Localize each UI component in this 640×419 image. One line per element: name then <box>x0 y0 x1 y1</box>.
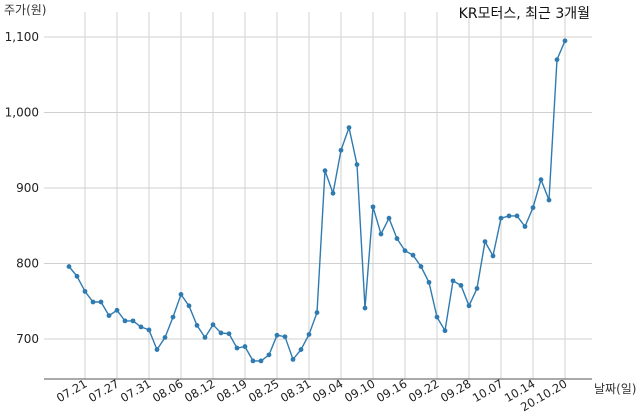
data-point <box>338 147 344 153</box>
data-point <box>562 38 568 44</box>
x-tick-label: 10.07 <box>470 376 506 405</box>
data-point <box>490 253 496 259</box>
y-tick-label: 1,000 <box>5 106 39 120</box>
data-point <box>482 239 488 245</box>
x-tick-label: 08.31 <box>278 376 314 405</box>
data-point <box>410 252 416 258</box>
x-tick-label: 09.10 <box>342 376 378 405</box>
data-point <box>298 347 304 352</box>
data-point <box>442 328 448 334</box>
data-point <box>178 292 184 297</box>
data-point <box>466 303 472 309</box>
data-point <box>74 273 80 279</box>
data-point <box>314 310 320 315</box>
data-point <box>290 356 296 362</box>
data-point <box>402 248 408 254</box>
data-point <box>450 278 456 284</box>
data-point <box>170 314 176 320</box>
data-point <box>90 299 96 305</box>
chart-title: KR모터스, 최근 3개월 <box>459 6 590 22</box>
x-tick-label: 09.16 <box>374 376 410 405</box>
data-point <box>130 318 136 324</box>
data-point <box>394 236 400 241</box>
data-point <box>538 177 544 183</box>
x-tick-label: 07.21 <box>54 376 90 405</box>
x-tick-labels: 07.2107.2707.3108.0608.1208.1908.2508.31… <box>54 376 570 414</box>
x-tick-label: 07.27 <box>86 376 122 405</box>
data-point <box>226 331 232 337</box>
data-point <box>354 162 360 167</box>
data-point <box>514 213 520 219</box>
grid <box>44 12 592 379</box>
x-tick-label: 09.04 <box>310 376 346 405</box>
data-point <box>194 323 200 328</box>
data-point <box>250 358 256 364</box>
data-point <box>546 197 552 203</box>
data-point <box>82 289 88 294</box>
data-point <box>202 335 208 340</box>
data-point <box>474 286 480 291</box>
data-point <box>154 347 160 352</box>
data-point <box>106 313 112 318</box>
data-point <box>162 335 168 340</box>
y-tick-label: 1,100 <box>5 30 39 44</box>
data-point <box>322 168 328 174</box>
data-point <box>434 314 440 320</box>
x-tick-label: 08.06 <box>150 376 186 405</box>
data-point <box>426 279 432 285</box>
x-tick-label: 09.22 <box>406 376 442 405</box>
y-tick-label: 900 <box>16 181 39 195</box>
data-point <box>418 264 424 269</box>
y-axis-label: 주가(원) <box>4 3 46 17</box>
data-point <box>330 190 336 196</box>
x-tick-label: 09.28 <box>438 376 474 405</box>
data-point <box>458 282 464 288</box>
y-tick-labels: 700 800 900 1,000 1,100 <box>5 30 39 346</box>
data-point <box>146 327 152 333</box>
data-point <box>138 324 144 330</box>
data-point <box>114 307 120 313</box>
data-point <box>378 231 384 237</box>
data-point <box>266 352 272 358</box>
data-point <box>530 205 536 211</box>
data-point <box>218 330 224 336</box>
data-point <box>370 204 376 210</box>
points-layer <box>66 38 568 364</box>
x-tick-label: 07.31 <box>118 376 154 405</box>
data-point <box>122 318 128 324</box>
x-tick-label: 08.19 <box>214 376 250 405</box>
x-axis-label: 날짜(일) <box>594 382 636 396</box>
data-point <box>346 125 352 130</box>
data-point <box>242 344 248 349</box>
data-point <box>498 215 504 221</box>
data-point <box>554 57 560 63</box>
data-point <box>506 213 512 219</box>
data-point <box>258 358 264 364</box>
data-point <box>186 303 192 309</box>
data-point <box>66 264 72 269</box>
data-point <box>522 224 528 229</box>
data-point <box>98 299 104 305</box>
y-tick-label: 800 <box>16 257 39 271</box>
x-tick-label: 08.25 <box>246 376 282 405</box>
data-point <box>234 345 240 351</box>
y-tick-label: 700 <box>16 332 39 346</box>
data-point <box>274 332 280 338</box>
data-point <box>282 334 288 340</box>
data-point <box>306 332 312 337</box>
x-tick-label: 08.12 <box>182 376 218 405</box>
data-point <box>386 215 392 221</box>
data-point <box>362 305 368 311</box>
data-point <box>210 322 216 328</box>
